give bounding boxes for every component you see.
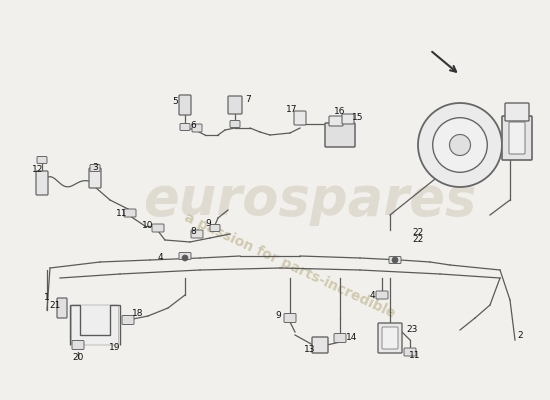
Text: 2: 2: [517, 330, 523, 340]
Text: 1: 1: [44, 292, 50, 302]
FancyBboxPatch shape: [72, 340, 84, 350]
Text: 17: 17: [286, 106, 298, 114]
FancyBboxPatch shape: [191, 230, 203, 238]
FancyBboxPatch shape: [378, 323, 402, 353]
FancyBboxPatch shape: [179, 95, 191, 115]
FancyBboxPatch shape: [325, 123, 355, 147]
Text: 9: 9: [275, 310, 281, 320]
Text: 5: 5: [172, 98, 178, 106]
FancyBboxPatch shape: [312, 337, 328, 353]
FancyBboxPatch shape: [179, 252, 191, 260]
FancyBboxPatch shape: [382, 327, 398, 349]
Text: 15: 15: [352, 114, 364, 122]
Circle shape: [449, 134, 470, 156]
FancyBboxPatch shape: [90, 164, 100, 172]
Text: 19: 19: [109, 344, 121, 352]
FancyBboxPatch shape: [228, 96, 242, 114]
FancyBboxPatch shape: [389, 256, 401, 264]
Text: 9: 9: [205, 218, 211, 228]
FancyBboxPatch shape: [502, 116, 532, 160]
FancyBboxPatch shape: [404, 348, 416, 356]
FancyBboxPatch shape: [230, 120, 240, 128]
FancyBboxPatch shape: [342, 114, 354, 124]
Circle shape: [433, 118, 487, 172]
FancyBboxPatch shape: [509, 122, 525, 154]
Text: 21: 21: [50, 300, 60, 310]
Text: 4: 4: [157, 254, 163, 262]
Text: 13: 13: [304, 346, 316, 354]
FancyBboxPatch shape: [210, 224, 220, 232]
FancyBboxPatch shape: [36, 171, 48, 195]
FancyBboxPatch shape: [294, 111, 306, 125]
Text: 8: 8: [190, 226, 196, 236]
FancyBboxPatch shape: [89, 168, 101, 188]
Text: 11: 11: [409, 350, 421, 360]
Circle shape: [392, 257, 398, 263]
FancyBboxPatch shape: [152, 224, 164, 232]
FancyBboxPatch shape: [124, 209, 136, 217]
FancyBboxPatch shape: [284, 314, 296, 322]
Text: 14: 14: [346, 334, 358, 342]
Text: 10: 10: [142, 222, 154, 230]
Text: eurospares: eurospares: [144, 174, 477, 226]
Text: 16: 16: [334, 108, 346, 116]
Circle shape: [418, 103, 502, 187]
FancyBboxPatch shape: [180, 124, 190, 130]
Text: 18: 18: [132, 308, 144, 318]
Text: 22: 22: [412, 228, 424, 237]
Text: 3: 3: [92, 164, 98, 172]
FancyBboxPatch shape: [376, 291, 388, 299]
FancyBboxPatch shape: [37, 156, 47, 164]
Text: 22: 22: [412, 236, 424, 244]
FancyBboxPatch shape: [72, 305, 118, 345]
Text: 7: 7: [245, 96, 251, 104]
Text: 20: 20: [72, 354, 84, 362]
FancyBboxPatch shape: [334, 334, 346, 342]
FancyBboxPatch shape: [57, 298, 67, 318]
Text: 12: 12: [32, 166, 43, 174]
FancyBboxPatch shape: [329, 116, 343, 126]
FancyBboxPatch shape: [505, 103, 529, 121]
Text: 23: 23: [406, 326, 417, 334]
Text: a passion for parts-incredible: a passion for parts-incredible: [182, 210, 398, 320]
Text: 6: 6: [190, 120, 196, 130]
FancyBboxPatch shape: [122, 316, 134, 324]
Circle shape: [182, 255, 188, 261]
Text: 11: 11: [116, 208, 128, 218]
Text: 4: 4: [369, 290, 375, 300]
FancyBboxPatch shape: [192, 124, 202, 132]
